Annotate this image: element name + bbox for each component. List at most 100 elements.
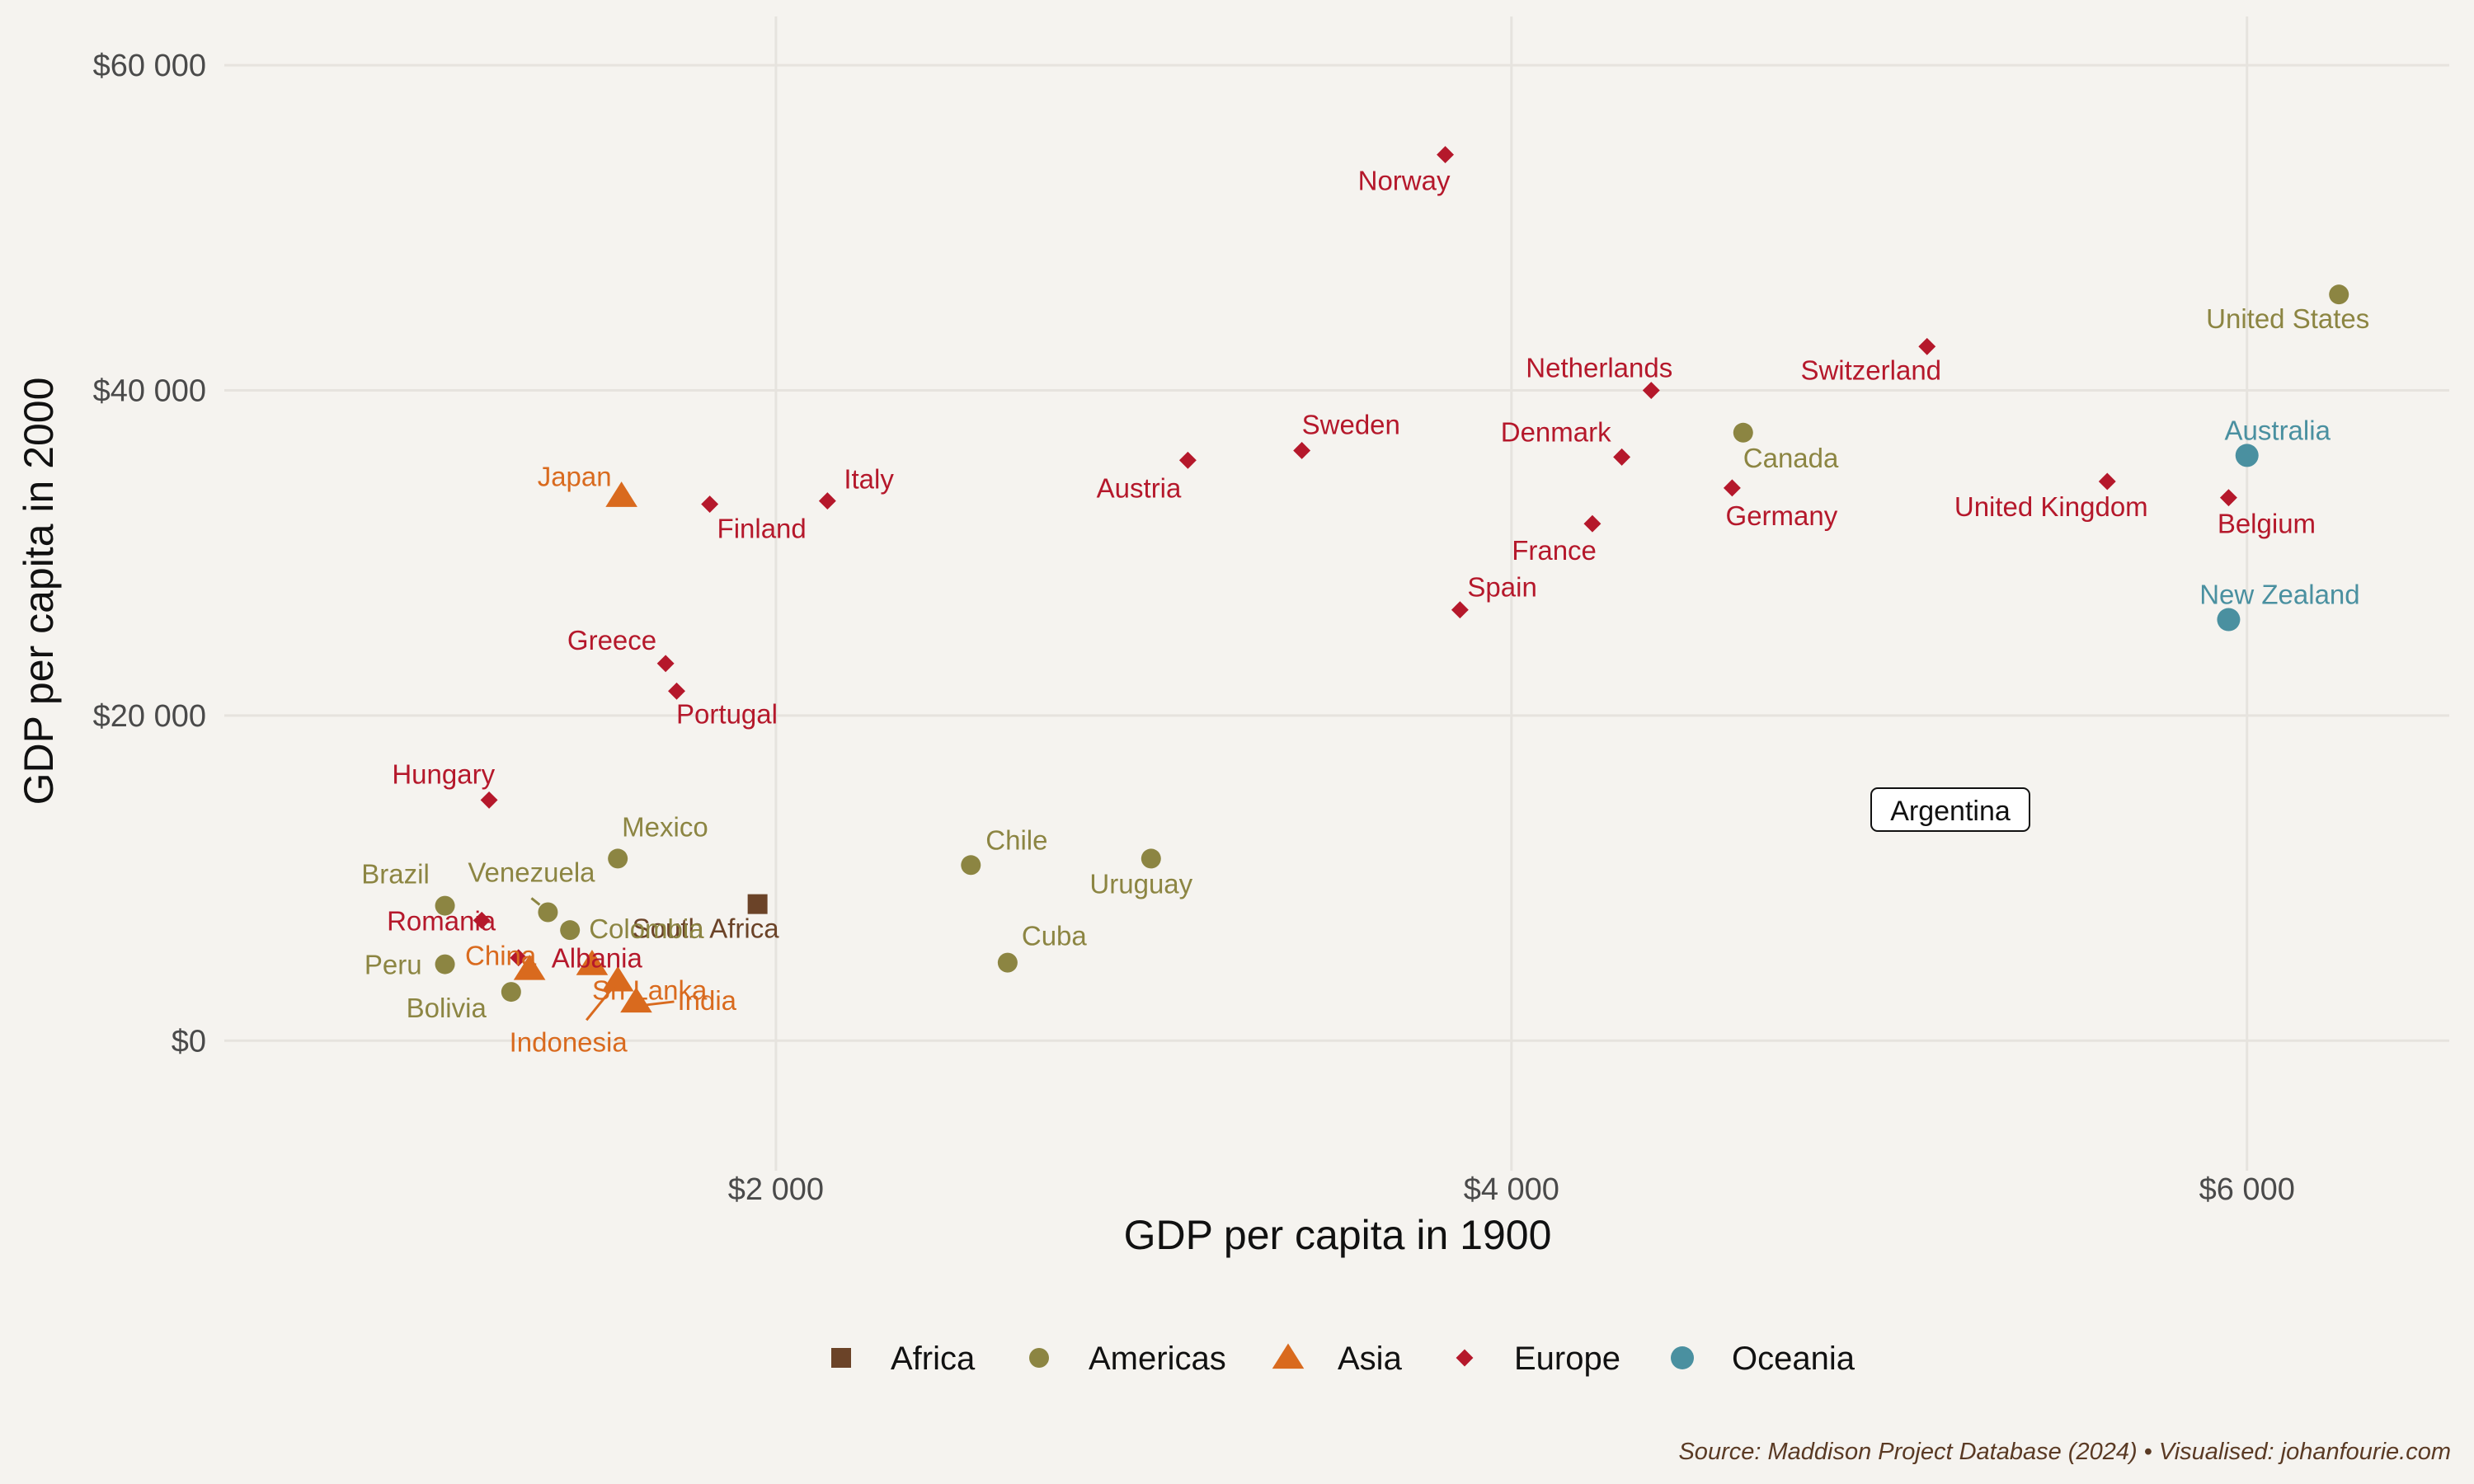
y-axis-title: GDP per capita in 2000 [16, 378, 62, 805]
point-colombia [560, 920, 581, 941]
point-norway [1437, 146, 1455, 164]
point-mexico [608, 848, 628, 869]
label-uruguay: Uruguay [1089, 868, 1192, 899]
y-axis-ticks: $0 $20 000 $40 000 $60 000 [93, 49, 206, 1059]
point-romania [473, 911, 491, 929]
label-japan: Japan [538, 462, 612, 492]
label-united-states: United States [2206, 303, 2369, 334]
label-netherlands: Netherlands [1526, 353, 1672, 383]
argentina-annotation: Argentina [1870, 787, 2030, 832]
x-axis-title: GDP per capita in 1900 [1124, 1212, 1552, 1258]
label-portugal: Portugal [676, 698, 778, 729]
point-albania [510, 949, 528, 967]
legend-key-americas [1029, 1348, 1049, 1368]
point-chile [961, 855, 981, 876]
x-tick-label: $4 000 [1464, 1172, 1559, 1207]
point-canada [1733, 422, 1753, 443]
label-belgium: Belgium [2218, 509, 2316, 539]
x-tick-label: $2 000 [728, 1172, 824, 1207]
label-spain: Spain [1467, 572, 1536, 603]
annotation-text: Argentina [1890, 796, 2011, 827]
label-cuba: Cuba [1022, 921, 1088, 951]
point-austria [1178, 451, 1197, 469]
legend-label-asia: Asia [1338, 1341, 1403, 1377]
label-india: India [677, 985, 736, 1016]
label-chile: Chile [985, 824, 1047, 855]
point-italy [818, 492, 836, 510]
point-china [513, 954, 546, 980]
point-portugal [668, 682, 685, 700]
label-switzerland: Switzerland [1800, 355, 1941, 385]
legend-key-africa [831, 1348, 851, 1368]
label-italy: Italy [844, 464, 894, 495]
label-brazil: Brazil [361, 859, 430, 890]
label-germany: Germany [1726, 500, 1838, 531]
point-cuba [997, 952, 1018, 973]
label-venezuela: Venezuela [468, 857, 595, 887]
point-united-states [2329, 284, 2349, 305]
point-belgium [2219, 489, 2237, 507]
label-austria: Austria [1097, 472, 1182, 503]
point-spain [1451, 601, 1469, 619]
point-new-zealand [2217, 608, 2241, 632]
point-sweden [1293, 442, 1311, 459]
label-australia: Australia [2225, 415, 2331, 445]
label-bolivia: Bolivia [407, 993, 487, 1023]
source-caption: Source: Maddison Project Database (2024)… [1678, 1439, 2451, 1465]
point-finland [701, 495, 719, 513]
point-sri-lanka [576, 950, 609, 975]
point-switzerland [1918, 337, 1936, 355]
legend-key-europe [1456, 1349, 1474, 1367]
point-france [1583, 514, 1602, 533]
label-canada: Canada [1743, 443, 1839, 473]
label-norway: Norway [1358, 166, 1451, 196]
label-china: China [465, 940, 537, 970]
label-albania: Albania [552, 943, 643, 974]
legend-label-europe: Europe [1514, 1341, 1620, 1377]
point-venezuela [538, 902, 558, 923]
label-denmark: Denmark [1501, 416, 1611, 447]
y-tick-label: $20 000 [93, 699, 206, 734]
annotation-box [1870, 787, 2030, 832]
point-south-africa [747, 894, 768, 914]
point-japan [605, 481, 637, 507]
legend-label-americas: Americas [1089, 1341, 1226, 1377]
point-bolivia [501, 982, 521, 1003]
grid-lines [224, 16, 2449, 1171]
label-greece: Greece [567, 625, 656, 655]
label-hungary: Hungary [392, 758, 495, 789]
point-united-kingdom [2098, 472, 2116, 491]
label-finland: Finland [717, 514, 807, 544]
point-hungary [480, 791, 498, 809]
point-germany [1723, 479, 1741, 497]
point-brazil [435, 895, 455, 916]
legend-key-oceania [1671, 1346, 1694, 1369]
leader-india [646, 1000, 675, 1007]
point-peru [435, 954, 455, 974]
label-sri-lanka: Sri Lanka [592, 975, 708, 1006]
point-labels: South Africa United States Canada Mexico Chi… [361, 166, 2369, 1058]
label-colombia: Colombia [589, 913, 704, 944]
point-india [620, 987, 652, 1013]
y-tick-label: $60 000 [93, 49, 206, 83]
legend: Africa Americas Asia Europe Oceania [831, 1341, 1856, 1377]
label-romania: Romania [387, 905, 496, 936]
x-axis-ticks: $2 000 $4 000 $6 000 [728, 1172, 2295, 1207]
label-south-africa: South Africa [633, 913, 780, 944]
legend-label-oceania: Oceania [1732, 1341, 1856, 1377]
label-sweden: Sweden [1302, 409, 1400, 439]
point-greece [656, 655, 675, 673]
point-indonesia [601, 965, 634, 992]
label-new-zealand: New Zealand [2199, 580, 2359, 610]
legend-label-africa: Africa [891, 1341, 976, 1377]
y-tick-label: $40 000 [93, 374, 206, 409]
x-tick-label: $6 000 [2199, 1172, 2295, 1207]
point-denmark [1613, 448, 1631, 466]
leader-venezuela [530, 897, 541, 906]
label-united-kingdom: United Kingdom [1954, 491, 2148, 522]
label-indonesia: Indonesia [510, 1026, 628, 1057]
label-mexico: Mexico [622, 811, 708, 842]
data-points [435, 146, 2349, 1013]
point-australia [2235, 444, 2259, 467]
